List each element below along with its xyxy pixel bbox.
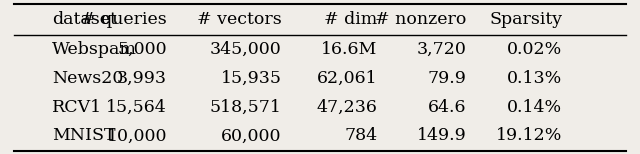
Text: 16.6M: 16.6M — [321, 41, 378, 58]
Text: Webspam: Webspam — [52, 41, 137, 58]
Text: 15,564: 15,564 — [106, 99, 167, 116]
Text: 47,236: 47,236 — [316, 99, 378, 116]
Text: 5,000: 5,000 — [118, 41, 167, 58]
Text: 0.02%: 0.02% — [507, 41, 562, 58]
Text: 784: 784 — [344, 128, 378, 144]
Text: # nonzero: # nonzero — [375, 11, 467, 28]
Text: dataset: dataset — [52, 11, 117, 28]
Text: 149.9: 149.9 — [417, 128, 467, 144]
Text: MNIST: MNIST — [52, 128, 116, 144]
Text: 0.14%: 0.14% — [507, 99, 562, 116]
Text: 15,935: 15,935 — [221, 70, 282, 87]
Text: 62,061: 62,061 — [317, 70, 378, 87]
Text: 64.6: 64.6 — [428, 99, 467, 116]
Text: 79.9: 79.9 — [428, 70, 467, 87]
Text: # dim: # dim — [324, 11, 378, 28]
Text: 60,000: 60,000 — [221, 128, 282, 144]
Text: 0.13%: 0.13% — [507, 70, 562, 87]
Text: 19.12%: 19.12% — [496, 128, 562, 144]
Text: RCV1: RCV1 — [52, 99, 102, 116]
Text: News20: News20 — [52, 70, 124, 87]
Text: 518,571: 518,571 — [210, 99, 282, 116]
Text: 10,000: 10,000 — [107, 128, 167, 144]
Text: # vectors: # vectors — [197, 11, 282, 28]
Text: 3,993: 3,993 — [117, 70, 167, 87]
Text: 3,720: 3,720 — [417, 41, 467, 58]
Text: # queries: # queries — [81, 11, 167, 28]
Text: Sparsity: Sparsity — [489, 11, 562, 28]
Text: 345,000: 345,000 — [210, 41, 282, 58]
